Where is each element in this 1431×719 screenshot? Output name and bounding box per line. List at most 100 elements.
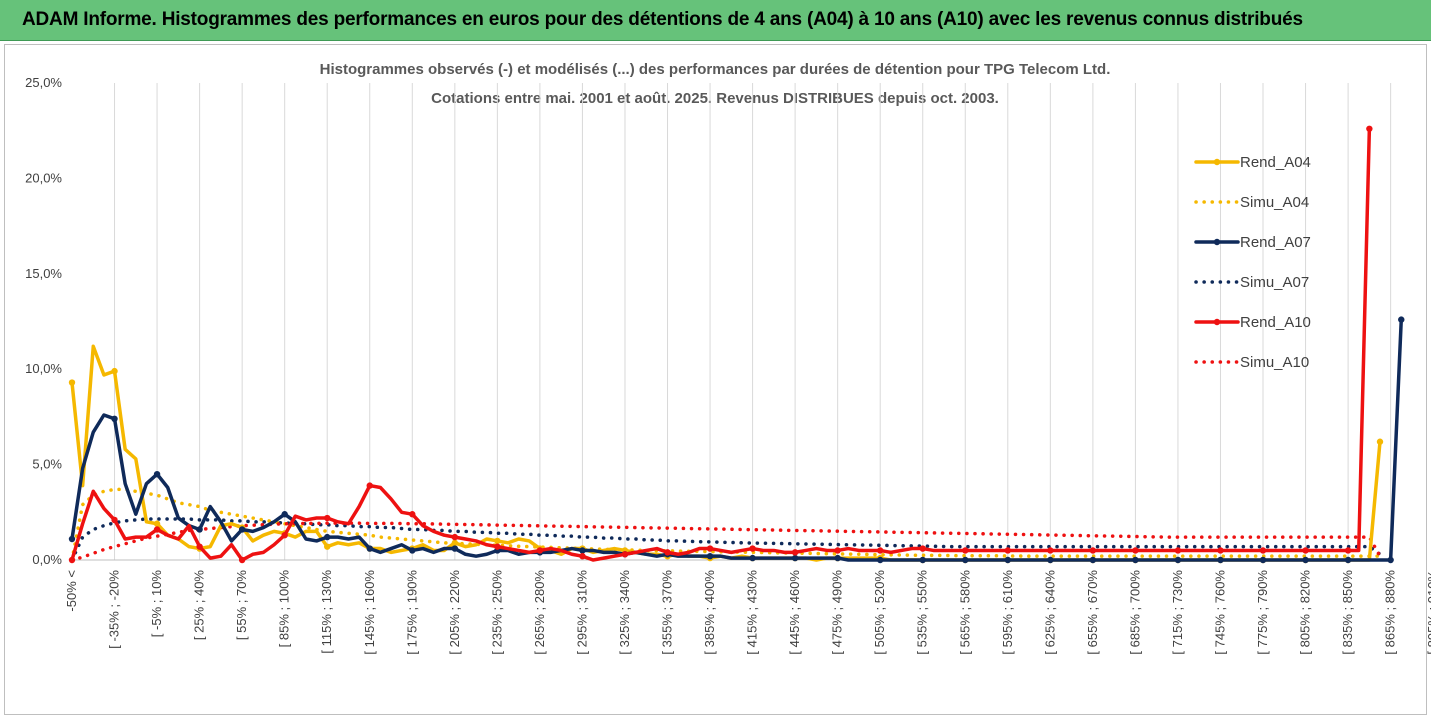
series-line-rend_a07 [70,317,1404,562]
data-point [324,514,331,522]
x-tick-label: [ 235% ; 250% [489,570,504,655]
data-point [1302,547,1309,554]
data-point [1174,547,1182,554]
y-tick-label: 25,0% [25,75,62,90]
data-point [238,556,246,564]
legend: Rend_A04 Simu_A04 Rend_A07 Simu_A07 Rend_A10… [1194,154,1311,371]
legend-marker [1213,238,1221,246]
data-point [68,379,76,386]
header-bar: ADAM Informe. Histogrammes des performan… [0,0,1431,41]
data-point [153,470,161,478]
data-point [111,415,118,423]
data-point [111,367,118,375]
report-title: ADAM Informe. Histogrammes des performan… [22,9,1303,30]
data-point [153,526,161,533]
data-point [281,531,288,539]
data-point [68,556,76,564]
performance-histogram-chart: Histogrammes observés (-) et modélisés (… [25,61,1431,655]
data-point [1047,556,1054,564]
x-tick-label: [ 625% ; 640% [1042,570,1057,655]
data-point [1387,556,1394,564]
data-point [1217,547,1224,554]
x-tick-label: [ 775% ; 790% [1255,570,1270,655]
y-axis: 0,0% 5,0% 10,0% 15,0% 20,0% 25,0% [25,75,62,567]
data-point [1132,547,1139,554]
x-tick-label: [ 475% ; 490% [830,570,845,655]
x-tick-label: [ 85% ; 100% [277,570,292,648]
data-point [451,545,459,552]
x-tick-label: [ 805% ; 820% [1298,570,1313,655]
data-point [68,535,76,543]
data-point [749,554,756,562]
data-point [1344,556,1352,564]
series-line-rend_a10 [70,127,1372,562]
x-tick-label: [ 265% ; 280% [532,570,547,655]
data-point [919,556,926,564]
x-tick-label: [ 205% ; 220% [447,570,462,655]
x-tick-label: [ 325% ; 340% [617,570,632,655]
data-point [1366,125,1373,132]
data-point [1259,556,1267,564]
data-point [791,554,799,562]
x-tick-label: [ 445% ; 460% [787,570,802,655]
x-tick-label: [ 355% ; 370% [660,570,675,655]
legend-marker [1213,318,1221,326]
x-tick-label: [ 565% ; 580% [957,570,972,655]
data-point [281,511,288,518]
data-point [1259,547,1267,554]
legend-label: Simu_A04 [1240,194,1309,211]
x-tick-label: [ 55% ; 70% [234,570,249,641]
data-point [238,526,246,533]
x-tick-label: [ 745% ; 760% [1212,570,1227,655]
data-point [1217,556,1224,564]
x-tick-label: [ 595% ; 610% [1000,570,1015,655]
series-line-simu_a10 [70,521,1382,562]
y-tick-label: 5,0% [32,457,62,472]
legend-label: Rend_A10 [1240,314,1311,331]
data-point [494,537,501,545]
data-point [962,547,969,554]
data-point [579,547,586,554]
plot-area [68,125,1405,564]
data-point [111,516,118,524]
data-point [324,543,331,550]
data-point [1004,556,1012,564]
x-tick-label: [ -5% ; 10% [149,570,164,638]
x-tick-label: [ 295% ; 310% [574,570,589,655]
x-tick-label: [ 385% ; 400% [702,570,717,655]
data-point [1089,547,1097,554]
x-tick-label: [ 145% ; 160% [362,570,377,655]
x-tick-label: [ 655% ; 670% [1085,570,1100,655]
data-point [494,543,501,550]
data-point [1004,547,1012,554]
data-point [1344,547,1352,554]
data-point [451,533,459,541]
x-tick-label: [ -35% ; -20% [107,570,122,649]
data-point [1174,556,1182,564]
data-point [834,554,841,562]
data-point [706,552,714,560]
x-tick-label: -50% < [64,570,79,612]
legend-label: Rend_A04 [1240,154,1311,171]
data-point [1398,316,1405,323]
data-point [791,549,799,556]
data-point [366,482,373,489]
data-point [876,547,884,554]
chart-frame [4,44,1427,715]
x-tick-label: [ 865% ; 880% [1383,570,1398,655]
x-tick-label: [ 835% ; 850% [1340,570,1355,655]
data-point [1302,556,1309,564]
x-tick-label: [ 25% ; 40% [192,570,207,641]
chart-title: Histogrammes observés (-) et modélisés (… [320,61,1111,78]
data-point [706,545,714,552]
data-point [1376,438,1384,445]
legend-label: Simu_A10 [1240,354,1309,371]
data-point [1132,556,1139,564]
legend-label: Simu_A07 [1240,274,1309,291]
y-tick-label: 10,0% [25,361,62,376]
x-tick-label: [ 535% ; 550% [915,570,930,655]
data-point [196,526,203,533]
x-tick-label: [ 685% ; 700% [1127,570,1142,655]
x-tick-label: [ 415% ; 430% [745,570,760,655]
data-point [409,547,416,554]
